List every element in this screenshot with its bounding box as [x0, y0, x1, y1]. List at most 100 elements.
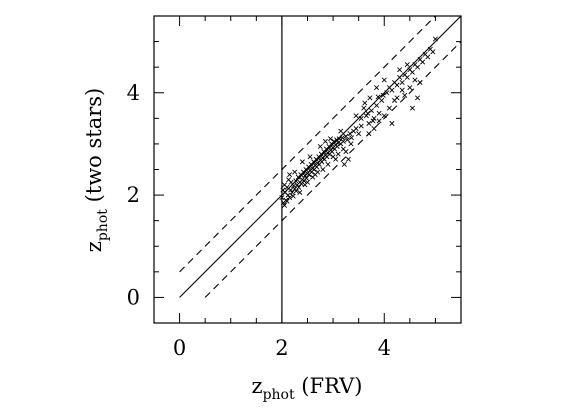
y-tick-label: 4 — [127, 81, 140, 105]
data-point — [371, 126, 377, 132]
data-point — [381, 113, 387, 119]
x-tick-label: 2 — [275, 336, 288, 360]
data-point — [412, 77, 418, 83]
data-point — [409, 69, 415, 75]
data-point-stroke — [343, 149, 349, 155]
data-point — [284, 198, 290, 204]
data-point — [365, 110, 371, 116]
data-point-stroke — [397, 67, 403, 73]
data-point-stroke — [284, 198, 290, 204]
data-point-stroke — [291, 183, 297, 189]
data-point — [287, 172, 293, 178]
data-point — [288, 187, 294, 193]
data-point-stroke — [304, 179, 311, 185]
data-point — [399, 87, 405, 93]
data-point-stroke — [331, 138, 337, 144]
data-point — [366, 120, 372, 126]
data-point-stroke — [320, 166, 326, 173]
data-point-stroke — [317, 143, 323, 149]
data-point — [404, 62, 410, 68]
data-point-stroke — [412, 62, 418, 68]
y-tick-label: 2 — [127, 183, 140, 207]
data-point-stroke — [297, 190, 303, 196]
data-point — [397, 67, 403, 73]
data-point-stroke — [322, 138, 328, 144]
data-point — [348, 141, 354, 147]
data-point — [420, 59, 426, 65]
x-axis-label-main: z — [252, 374, 263, 398]
data-point — [338, 128, 344, 134]
data-point — [367, 95, 373, 101]
data-point — [376, 110, 382, 116]
data-point — [348, 135, 355, 141]
data-point — [336, 136, 342, 142]
data-point-stroke — [409, 105, 415, 111]
data-point-stroke — [402, 92, 408, 98]
data-point — [328, 136, 334, 142]
data-point-stroke — [397, 74, 403, 80]
data-point — [299, 159, 305, 165]
data-point-stroke — [344, 137, 350, 143]
data-point-stroke — [402, 72, 408, 78]
data-point-stroke — [333, 156, 339, 162]
data-point-stroke — [371, 115, 377, 121]
data-point — [430, 49, 436, 55]
tick-labels: 0 2 4 0 2 4 — [127, 81, 391, 360]
data-point-stroke — [365, 110, 371, 116]
data-point — [320, 166, 326, 173]
data-point — [279, 195, 285, 201]
data-point-stroke — [353, 126, 359, 132]
data-point — [304, 179, 311, 185]
data-point — [341, 161, 347, 167]
reference-line-lower-bound — [204, 41, 461, 298]
data-point — [335, 140, 341, 146]
data-point-stroke — [284, 184, 290, 190]
data-point-stroke — [380, 92, 386, 98]
data-point — [334, 143, 340, 149]
data-point — [384, 90, 390, 96]
data-point-stroke — [407, 85, 413, 91]
data-point-stroke — [335, 140, 341, 146]
data-point-stroke — [358, 123, 364, 129]
data-point — [317, 143, 323, 149]
data-point — [343, 133, 349, 139]
data-point-stroke — [404, 74, 410, 80]
data-point — [296, 184, 302, 190]
data-point — [368, 108, 374, 114]
data-point-stroke — [404, 62, 410, 68]
data-point-stroke — [376, 110, 382, 116]
data-point — [376, 118, 382, 124]
data-point-stroke — [341, 161, 347, 167]
data-point-stroke — [353, 113, 359, 119]
y-axis-label: zphot (two stars) — [82, 88, 111, 252]
data-point-stroke — [389, 87, 395, 93]
data-point-stroke — [336, 136, 342, 142]
data-point-stroke — [399, 79, 405, 86]
data-point-stroke — [293, 178, 299, 184]
data-point-stroke — [330, 154, 336, 160]
data-points — [279, 36, 438, 208]
data-point-stroke — [281, 202, 287, 208]
data-point-stroke — [427, 46, 433, 52]
data-point-stroke — [417, 79, 423, 86]
data-point-stroke — [287, 195, 293, 201]
data-point-stroke — [290, 193, 296, 199]
data-point-stroke — [279, 195, 285, 201]
data-point — [287, 195, 293, 201]
data-point — [402, 92, 408, 98]
data-point-stroke — [420, 59, 426, 65]
data-point — [284, 184, 290, 190]
data-point-stroke — [381, 77, 387, 83]
data-point-stroke — [328, 136, 334, 142]
data-point-stroke — [389, 120, 395, 126]
data-point-stroke — [288, 179, 294, 185]
data-point — [303, 175, 309, 181]
data-point — [344, 137, 350, 143]
data-point — [285, 192, 291, 198]
data-point-stroke — [340, 146, 346, 152]
data-point-stroke — [292, 169, 298, 175]
data-point-stroke — [293, 188, 299, 194]
data-point-stroke — [414, 95, 421, 101]
data-point-stroke — [286, 177, 292, 183]
data-point-stroke — [375, 94, 381, 100]
